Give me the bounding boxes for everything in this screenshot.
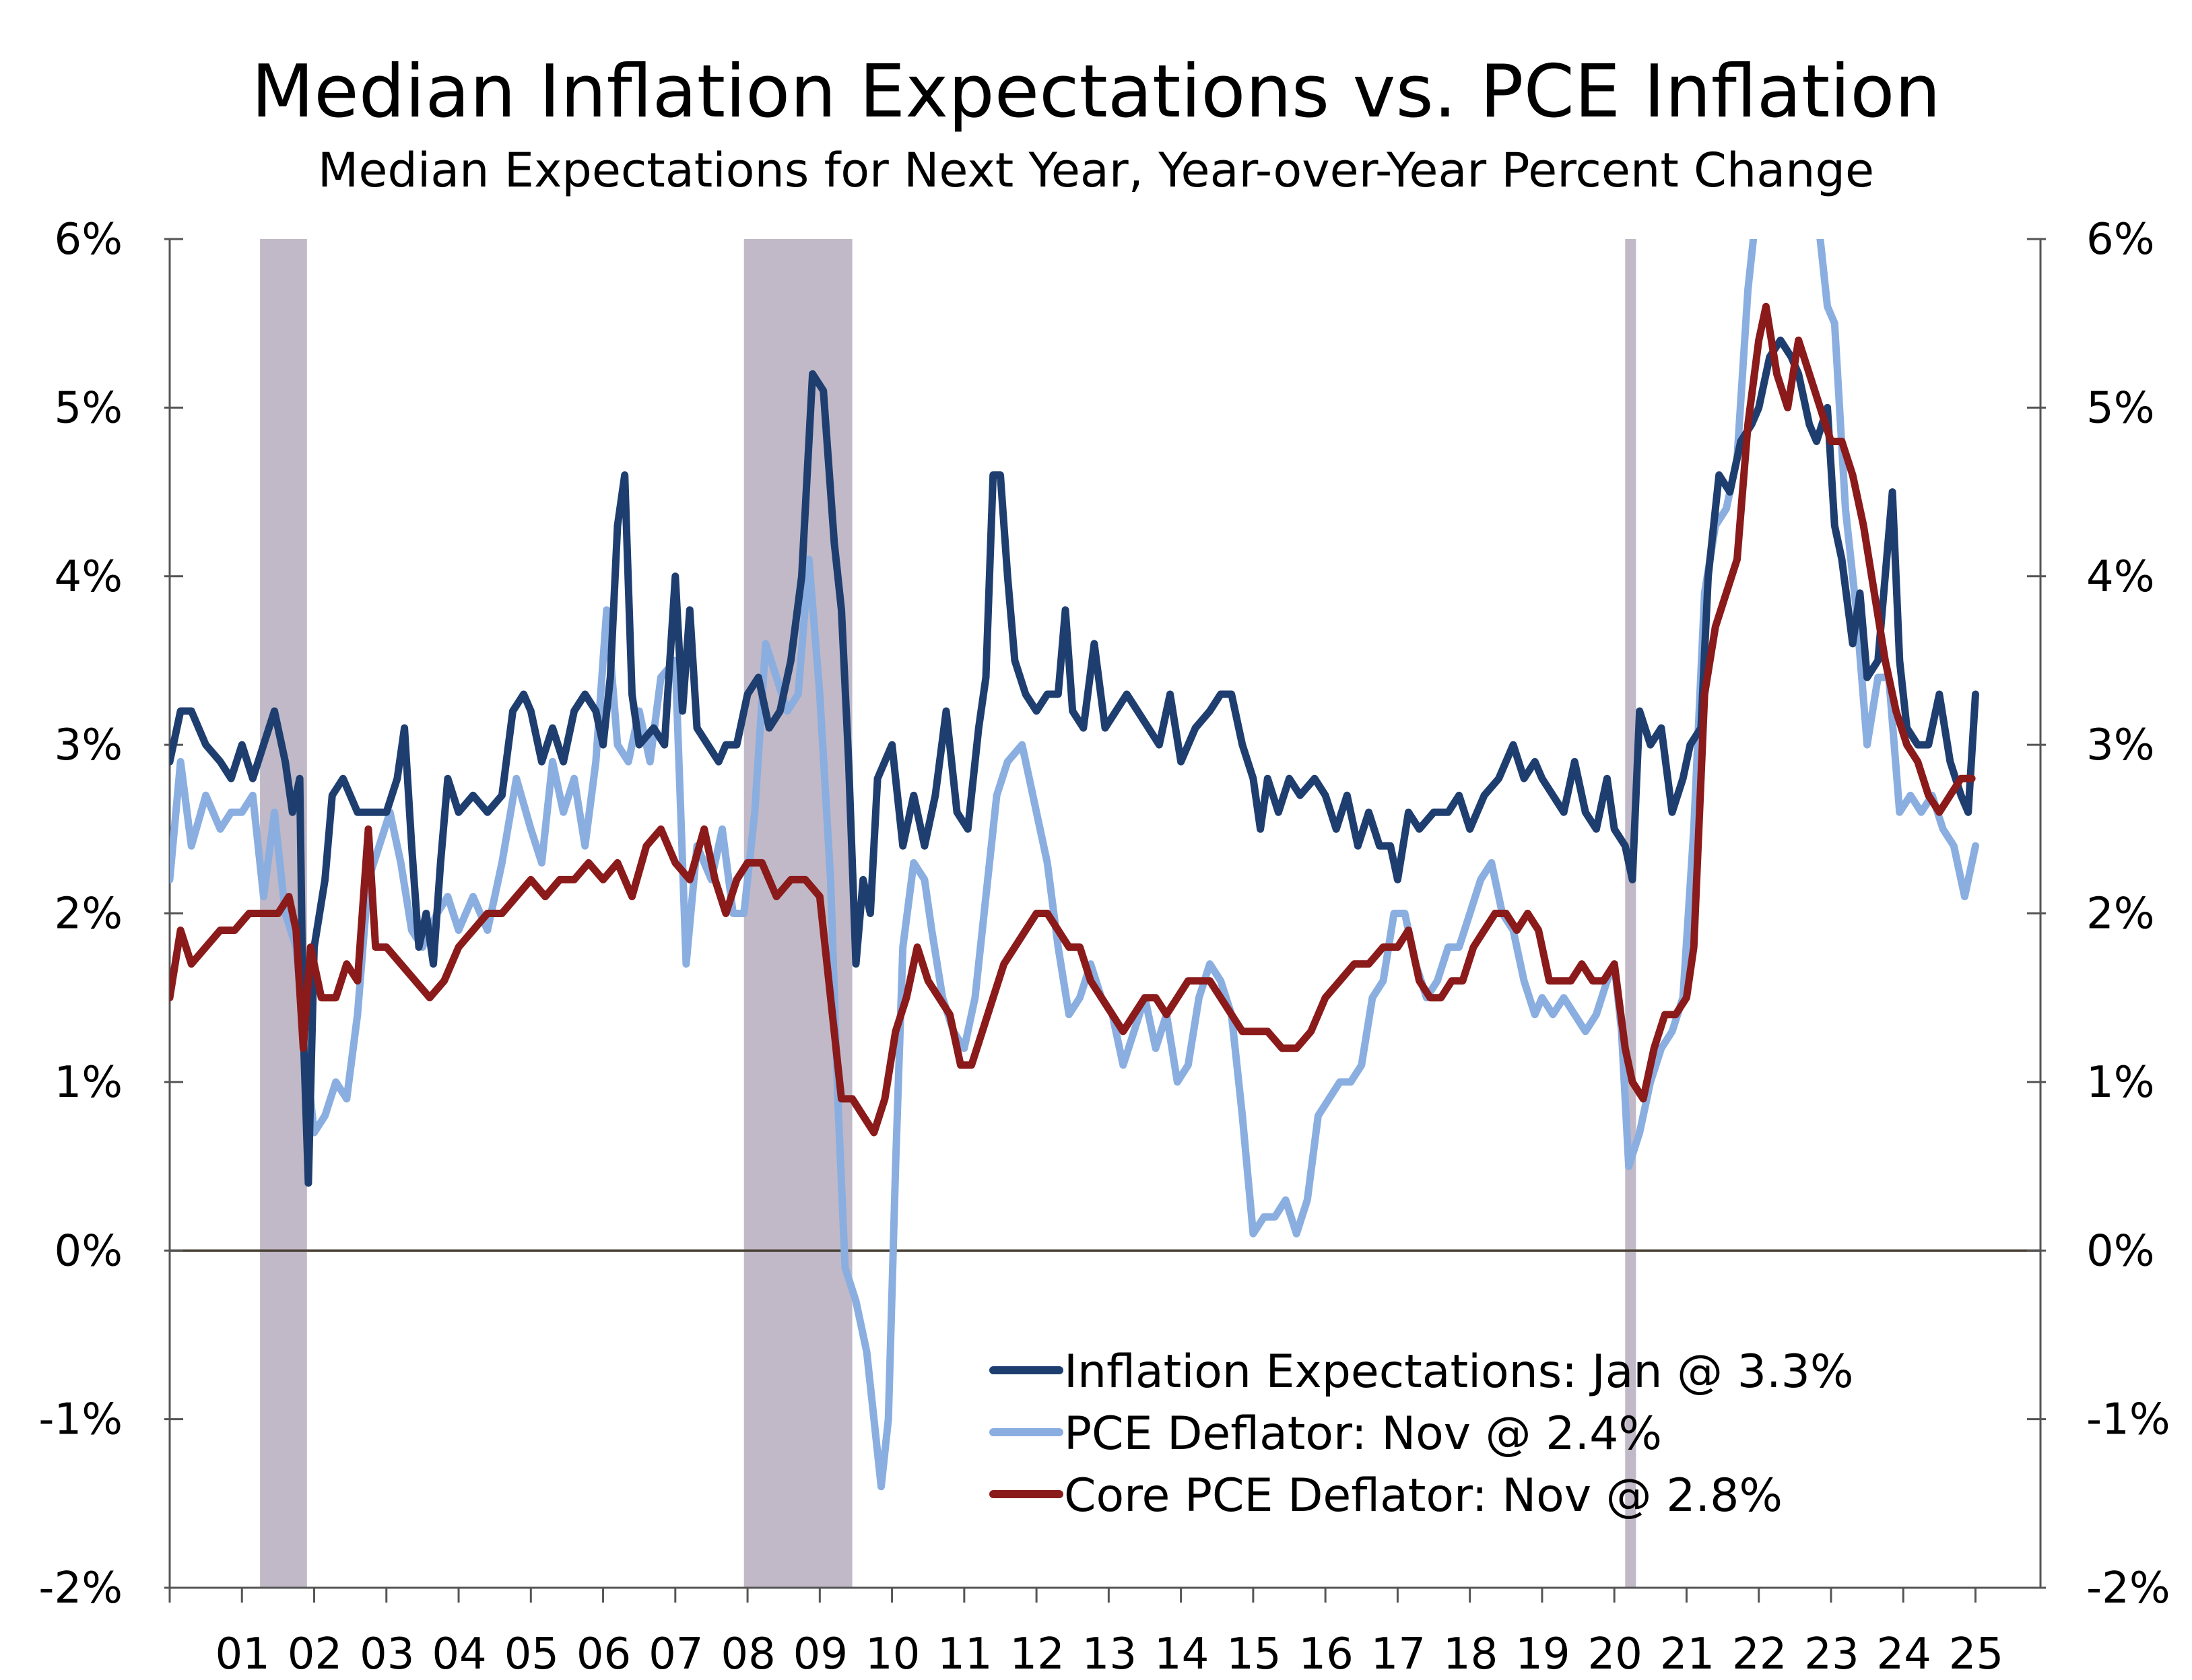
legend-item-pce-deflator: PCE Deflator: Nov @ 2.4% [989, 1407, 1662, 1460]
y-tick-label-left: -1% [38, 1395, 123, 1445]
x-tick-label: 11 [937, 1629, 992, 1679]
series-line-pce-deflator [170, 239, 1979, 1491]
y-tick-label-left: 5% [54, 383, 123, 433]
y-tick-label-left: 2% [54, 889, 123, 939]
chart-subtitle: Median Expectations for Next Year, Year-… [317, 143, 1875, 198]
y-tick-label-right: 6% [2086, 215, 2155, 265]
y-tick-label-right: 5% [2086, 383, 2155, 433]
y-tick-label-left: -2% [38, 1564, 123, 1613]
y-tick-label-right: -2% [2086, 1564, 2170, 1613]
y-tick-label-left: 3% [54, 720, 123, 770]
axes: -2% -2% -1% -1% 0% 0% 1% 1% 2% 2% 3% 3% 4% 4% 5% 5% 6% 6%… [38, 215, 2170, 1679]
x-tick-label: 10 [865, 1629, 920, 1679]
y-tick-label-left: 0% [54, 1226, 123, 1276]
y-tick-label-right: 1% [2086, 1058, 2155, 1108]
x-tick-label: 25 [1949, 1629, 2003, 1679]
x-tick-label: 07 [649, 1629, 703, 1679]
x-tick-label: 18 [1443, 1629, 1498, 1679]
legend-item-inflation-expectations: Inflation Expectations: Jan @ 3.3% [989, 1345, 1853, 1399]
x-tick-label: 19 [1515, 1629, 1570, 1679]
y-tick-label-right: 3% [2086, 720, 2155, 770]
x-tick-label: 13 [1082, 1629, 1137, 1679]
series-lines [170, 239, 1979, 1491]
x-tick-label: 05 [504, 1629, 559, 1679]
x-tick-label: 09 [793, 1629, 848, 1679]
x-tick-label: 12 [1009, 1629, 1064, 1679]
x-tick-label: 23 [1804, 1629, 1859, 1679]
x-tick-label: 17 [1371, 1629, 1426, 1679]
y-tick-label-left: 6% [54, 215, 123, 265]
series-line-core-pce-deflator [170, 302, 1976, 1137]
y-tick-label-right: -1% [2086, 1395, 2170, 1445]
x-tick-label: 21 [1660, 1629, 1715, 1679]
x-tick-label: 15 [1226, 1629, 1281, 1679]
y-tick-label-left: 4% [54, 552, 123, 602]
x-tick-label: 16 [1298, 1629, 1353, 1679]
y-tick-label-left: 1% [54, 1058, 123, 1108]
y-tick-label-right: 4% [2086, 552, 2155, 602]
x-tick-label: 01 [215, 1629, 270, 1679]
x-tick-label: 06 [576, 1629, 631, 1679]
x-tick-label: 03 [360, 1629, 414, 1679]
legend: Inflation Expectations: Jan @ 3.3% PCE De… [989, 1345, 1853, 1522]
x-tick-label: 24 [1876, 1629, 1931, 1679]
x-tick-label: 22 [1732, 1629, 1787, 1679]
y-tick-label-right: 0% [2086, 1226, 2155, 1276]
x-tick-label: 02 [288, 1629, 342, 1679]
legend-label: PCE Deflator: Nov @ 2.4% [1064, 1407, 1662, 1460]
legend-label: Core PCE Deflator: Nov @ 2.8% [1064, 1469, 1783, 1522]
legend-item-core-pce-deflator: Core PCE Deflator: Nov @ 2.8% [989, 1469, 1783, 1522]
x-tick-label: 08 [721, 1629, 775, 1679]
chart-title: Median Inflation Expectations vs. PCE In… [251, 50, 1941, 134]
series-line-inflation-expectations [170, 336, 1979, 1187]
x-tick-label: 04 [432, 1629, 486, 1679]
x-tick-label: 14 [1154, 1629, 1209, 1679]
legend-label: Inflation Expectations: Jan @ 3.3% [1064, 1345, 1853, 1399]
recession-band [743, 239, 853, 1588]
y-tick-label-right: 2% [2086, 889, 2155, 939]
x-tick-label: 20 [1587, 1629, 1642, 1679]
